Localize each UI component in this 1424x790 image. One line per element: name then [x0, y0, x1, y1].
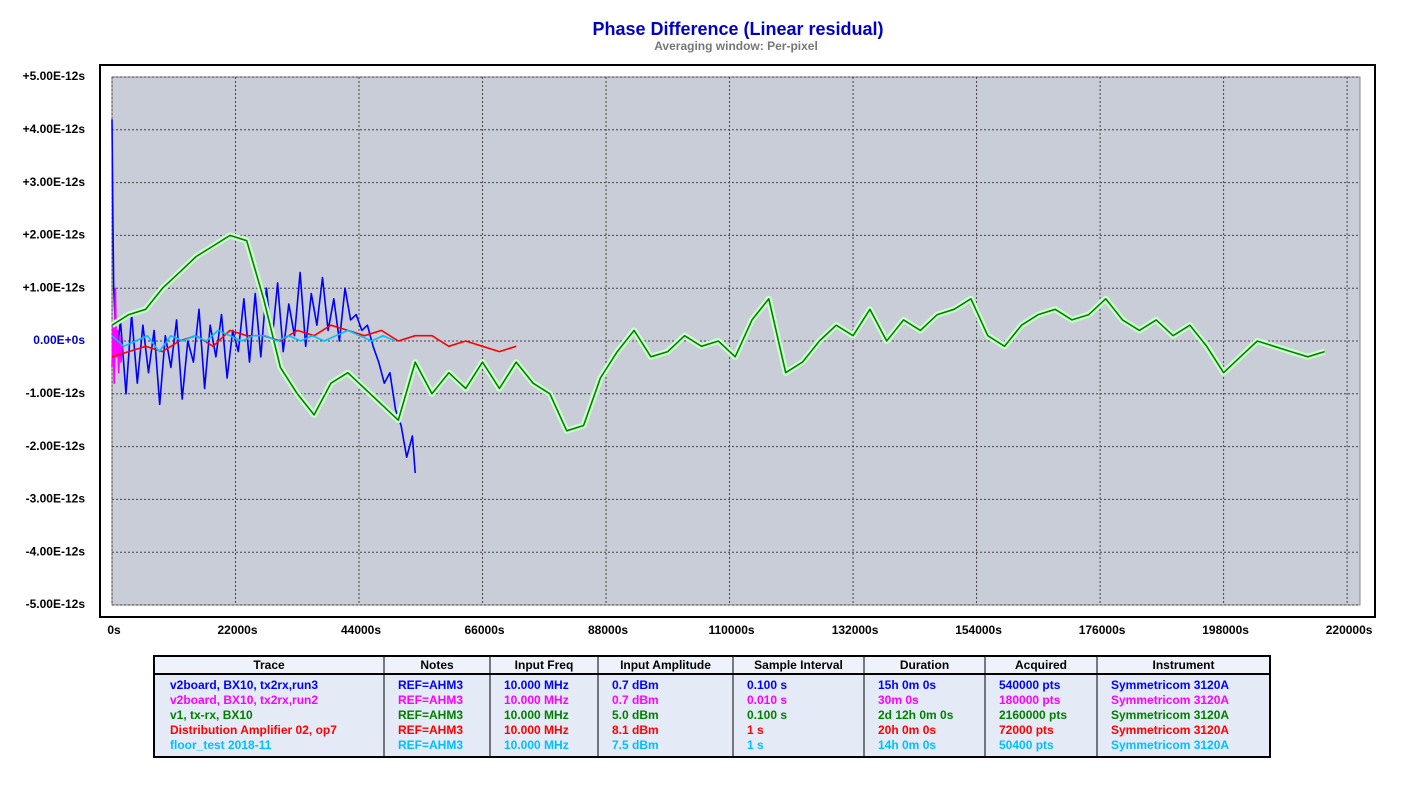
y-tick-label: +1.00E-12s — [23, 280, 86, 294]
table-header-cell: Trace — [253, 658, 285, 672]
table-cell: 180000 pts — [999, 693, 1061, 707]
table-cell: Symmetricom 3120A — [1111, 678, 1229, 692]
table-header-cell: Duration — [900, 658, 949, 672]
table-cell: 15h 0m 0s — [878, 678, 936, 692]
table-cell: 1 s — [747, 738, 764, 752]
x-tick-label: 66000s — [465, 623, 505, 637]
table-cell: 20h 0m 0s — [878, 723, 936, 737]
table-header-cell: Acquired — [1015, 658, 1067, 672]
table-cell: 1 s — [747, 723, 764, 737]
table-cell: 5.0 dBm — [612, 708, 659, 722]
y-tick-label: +2.00E-12s — [23, 228, 86, 242]
x-tick-label: 132000s — [832, 623, 879, 637]
table-cell: 10.000 MHz — [504, 708, 569, 722]
table-cell: 14h 0m 0s — [878, 738, 936, 752]
x-tick-label: 154000s — [955, 623, 1002, 637]
table-trace-name: v2board, BX10, tx2rx,run3 — [170, 678, 318, 692]
table-cell: 50400 pts — [999, 738, 1054, 752]
table-header-cell: Input Amplitude — [620, 658, 711, 672]
table-cell: 8.1 dBm — [612, 723, 659, 737]
table-cell: REF=AHM3 — [398, 723, 463, 737]
table-header-cell: Sample Interval — [754, 658, 843, 672]
trace-line — [111, 287, 123, 384]
table-cell: 540000 pts — [999, 678, 1061, 692]
table-header-cell: Input Freq — [515, 658, 574, 672]
table-cell: REF=AHM3 — [398, 693, 463, 707]
x-tick-label: 0s — [107, 623, 121, 637]
x-tick-label: 44000s — [341, 623, 381, 637]
chart-title: Phase Difference (Linear residual) — [592, 19, 883, 39]
x-tick-label: 220000s — [1326, 623, 1373, 637]
y-tick-label: +4.00E-12s — [23, 122, 86, 136]
y-tick-label: 0.00E+0s — [33, 333, 85, 347]
table-cell: 2d 12h 0m 0s — [878, 708, 954, 722]
table-cell: 72000 pts — [999, 723, 1054, 737]
table-cell: 10.000 MHz — [504, 723, 569, 737]
table-cell: Symmetricom 3120A — [1111, 738, 1229, 752]
table-cell: 0.7 dBm — [612, 678, 659, 692]
y-tick-label: -3.00E-12s — [26, 492, 86, 506]
table-trace-name: v1, tx-rx, BX10 — [170, 708, 253, 722]
table-cell: 0.100 s — [747, 708, 787, 722]
trace-line — [111, 329, 396, 353]
table-cell: REF=AHM3 — [398, 708, 463, 722]
table-cell: REF=AHM3 — [398, 738, 463, 752]
table-cell: 2160000 pts — [999, 708, 1067, 722]
y-tick-label: -4.00E-12s — [26, 544, 86, 558]
table-cell: 10.000 MHz — [504, 738, 569, 752]
table-header-cell: Instrument — [1152, 658, 1214, 672]
x-tick-label: 176000s — [1079, 623, 1126, 637]
y-tick-label: -2.00E-12s — [26, 439, 86, 453]
y-tick-label: +3.00E-12s — [23, 175, 86, 189]
y-tick-label: -5.00E-12s — [26, 597, 86, 611]
x-tick-label: 88000s — [588, 623, 628, 637]
y-tick-label: -1.00E-12s — [26, 386, 86, 400]
x-tick-label: 22000s — [217, 623, 257, 637]
x-tick-label: 110000s — [709, 623, 755, 637]
table-trace-name: Distribution Amplifier 02, op7 — [170, 723, 337, 737]
table-cell: 0.010 s — [747, 693, 787, 707]
trace-line — [111, 234, 1325, 432]
table-cell: Symmetricom 3120A — [1111, 708, 1229, 722]
table-trace-name: floor_test 2018-11 — [170, 738, 272, 752]
chart-subtitle: Averaging window: Per-pixel — [654, 39, 818, 53]
table-cell: 30m 0s — [878, 693, 919, 707]
x-tick-label: 198000s — [1202, 623, 1249, 637]
table-cell: REF=AHM3 — [398, 678, 463, 692]
table-cell: 0.7 dBm — [612, 693, 659, 707]
table-cell: 0.100 s — [747, 678, 787, 692]
table-cell: Symmetricom 3120A — [1111, 693, 1229, 707]
table-cell: Symmetricom 3120A — [1111, 723, 1229, 737]
table-header-cell: Notes — [420, 658, 454, 672]
table-cell: 10.000 MHz — [504, 678, 569, 692]
table-cell: 7.5 dBm — [612, 738, 659, 752]
y-tick-label: +5.00E-12s — [23, 69, 86, 83]
table-trace-name: v2board, BX10, tx2rx,run2 — [170, 693, 318, 707]
table-cell: 10.000 MHz — [504, 693, 569, 707]
table-header — [153, 655, 1271, 675]
trace-line — [111, 119, 416, 474]
